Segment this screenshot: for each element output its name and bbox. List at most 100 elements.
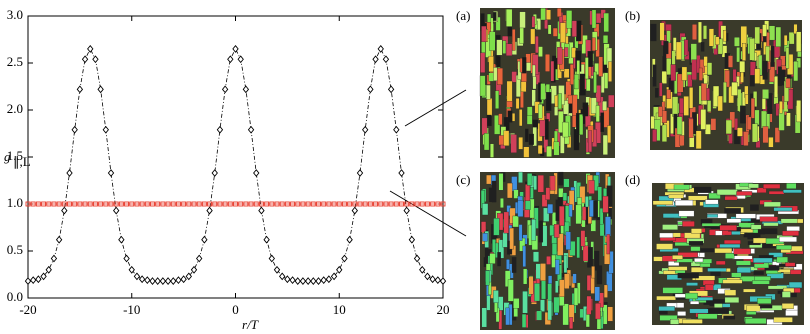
diamond-marker	[299, 277, 307, 285]
platelet	[495, 242, 499, 258]
square-marker	[25, 201, 31, 207]
platelet	[743, 131, 749, 146]
diamond-marker	[92, 55, 99, 64]
platelet	[757, 298, 772, 304]
platelet	[749, 61, 756, 76]
diamond-marker	[170, 277, 177, 285]
platelet	[724, 196, 738, 201]
diamond-marker	[35, 275, 42, 284]
square-marker	[51, 201, 57, 207]
platelet	[779, 236, 797, 243]
snapshot-image	[479, 7, 615, 158]
square-marker	[352, 201, 358, 207]
platelet	[507, 182, 513, 199]
platelet	[709, 300, 719, 307]
platelet	[758, 304, 773, 309]
platelet	[658, 306, 675, 312]
platelet	[526, 106, 533, 116]
square-marker	[181, 201, 187, 207]
diamond-marker	[144, 276, 151, 285]
platelet	[500, 198, 504, 208]
platelet	[692, 24, 697, 40]
platelet	[736, 191, 753, 196]
platelet	[675, 41, 682, 60]
platelet	[788, 32, 795, 45]
x-tick-label: 20	[437, 302, 450, 317]
platelet	[691, 59, 697, 80]
platelet	[670, 319, 680, 325]
platelet	[532, 76, 537, 90]
platelet	[697, 313, 718, 320]
platelet	[740, 105, 746, 124]
platelet	[513, 298, 520, 309]
platelet	[765, 46, 770, 62]
platelet	[686, 282, 698, 286]
platelet	[731, 82, 738, 96]
platelet	[668, 194, 684, 199]
diamond-marker	[429, 275, 436, 284]
platelet	[507, 279, 514, 302]
y-tick-label: 1.5	[7, 148, 23, 163]
square-marker	[378, 201, 384, 207]
platelet	[558, 171, 564, 186]
square-marker	[264, 201, 270, 207]
platelet	[781, 303, 794, 309]
platelet	[522, 291, 528, 314]
platelet	[608, 61, 612, 82]
platelet	[654, 87, 659, 98]
diamond-marker	[403, 206, 410, 215]
platelet	[681, 66, 688, 81]
square-marker	[222, 201, 228, 207]
platelet	[714, 248, 733, 254]
platelet	[786, 183, 797, 189]
square-marker	[155, 201, 161, 207]
platelet	[545, 92, 552, 111]
platelet	[607, 306, 613, 322]
platelet	[717, 95, 723, 112]
platelet	[750, 204, 759, 211]
platelet	[527, 173, 533, 186]
platelet	[687, 74, 693, 87]
platelet	[596, 265, 603, 285]
platelet	[540, 299, 545, 312]
platelet	[537, 174, 544, 193]
platelet	[659, 315, 678, 321]
platelet	[762, 60, 768, 80]
square-marker	[191, 201, 197, 207]
square-marker	[160, 201, 166, 207]
platelet	[661, 71, 667, 84]
diamond-marker	[273, 265, 281, 274]
platelet	[724, 297, 740, 303]
platelet	[743, 233, 761, 238]
square-marker	[269, 201, 275, 207]
platelet	[557, 233, 564, 256]
platelet	[547, 24, 552, 35]
platelet	[717, 38, 724, 55]
panel-label: (d)	[625, 172, 640, 187]
platelet	[582, 206, 587, 221]
platelet	[704, 284, 714, 291]
square-marker	[56, 201, 62, 207]
platelet	[678, 210, 695, 217]
platelet	[505, 43, 513, 56]
platelet	[733, 248, 751, 255]
diamond-marker	[325, 275, 333, 284]
platelet	[482, 232, 488, 242]
platelet	[552, 27, 558, 37]
platelet	[532, 54, 539, 75]
platelet	[576, 20, 582, 42]
platelet	[677, 272, 699, 279]
platelet	[767, 92, 773, 114]
square-marker	[165, 201, 171, 207]
square-marker	[207, 201, 213, 207]
platelet	[715, 36, 720, 45]
platelet	[670, 64, 676, 81]
platelet	[695, 297, 714, 301]
platelet	[724, 208, 741, 214]
square-marker	[35, 201, 41, 207]
x-tick-label: -10	[123, 302, 140, 317]
square-marker	[61, 201, 67, 207]
platelet	[746, 116, 752, 130]
platelet	[768, 137, 774, 148]
platelet	[566, 10, 573, 29]
